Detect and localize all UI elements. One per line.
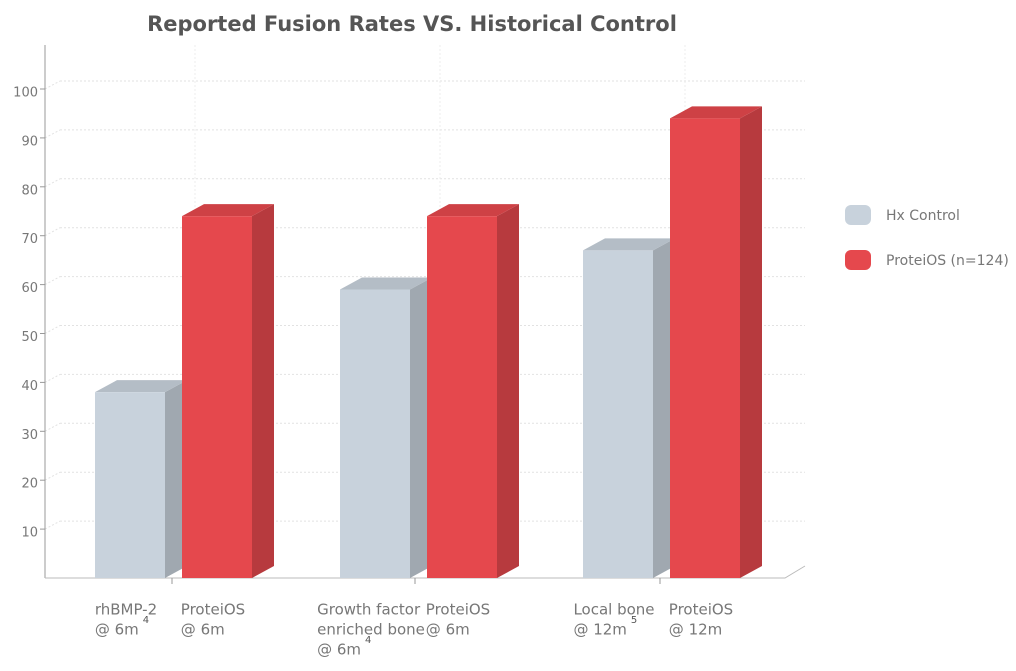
grid-line <box>44 227 61 237</box>
x-tick-label: @ 6m <box>317 641 361 659</box>
bar <box>670 118 740 578</box>
y-tick-label: 10 <box>21 526 38 541</box>
bar-top <box>182 204 274 217</box>
y-tick-label: 100 <box>13 86 38 101</box>
y-tick-label: 50 <box>21 330 38 345</box>
grid-line <box>44 471 61 481</box>
bar <box>182 216 252 578</box>
y-tick-label: 60 <box>21 281 38 296</box>
grid-line <box>44 276 61 286</box>
bar <box>427 216 497 578</box>
grid-line <box>44 325 61 334</box>
x-tick-label: ProteiOS <box>669 601 733 619</box>
x-tick-label: ProteiOS <box>426 601 490 619</box>
x-tick-label: @ 12m <box>669 621 722 639</box>
x-tick-label: Growth factor <box>317 601 421 619</box>
y-tick-label: 90 <box>21 134 38 149</box>
legend-label: Hx Control <box>886 208 960 224</box>
y-tick-label: 20 <box>21 477 38 492</box>
grid-line <box>44 520 61 530</box>
x-tick-label: @ 6m <box>181 621 225 639</box>
x-tick-note: 4 <box>143 615 149 626</box>
y-tick-label: 70 <box>21 232 38 247</box>
floor <box>45 565 806 579</box>
bar-top <box>583 238 675 251</box>
bar-side <box>653 238 675 578</box>
grid-line <box>44 129 61 139</box>
x-tick-label: @ 6m <box>426 621 470 639</box>
grid-line <box>44 373 61 383</box>
bar-side <box>740 106 762 578</box>
y-tick-label: 40 <box>21 379 38 394</box>
bar-top <box>670 106 762 119</box>
bar-side <box>252 204 274 578</box>
bar <box>95 392 165 578</box>
bar-side <box>165 380 187 578</box>
legend-label: ProteiOS (n=124) <box>886 253 1009 269</box>
x-tick-label: @ 12m <box>573 621 626 639</box>
grid-line <box>44 178 61 188</box>
x-tick-note: 5 <box>631 615 637 626</box>
y-tick-label: 80 <box>21 183 38 198</box>
x-tick-label: enriched bone <box>317 621 425 639</box>
legend-swatch <box>845 250 871 270</box>
bar <box>340 289 410 578</box>
bar-top <box>340 277 432 290</box>
legend-swatch <box>845 205 871 225</box>
x-tick-label: @ 6m <box>95 621 139 639</box>
grid-line <box>44 422 61 432</box>
grid-line <box>44 80 61 90</box>
x-tick-label: ProteiOS <box>181 601 245 619</box>
x-tick-label: Local bone <box>573 601 654 619</box>
bar-side <box>410 277 432 578</box>
y-tick-label: 30 <box>21 428 38 443</box>
bar <box>583 250 653 578</box>
x-tick-label: rhBMP-2 <box>95 601 157 619</box>
bar-top <box>427 204 519 217</box>
bar-top <box>95 380 187 393</box>
x-tick-note: 4 <box>365 635 371 646</box>
chart-title: Reported Fusion Rates VS. Historical Con… <box>147 12 677 36</box>
bar-side <box>497 204 519 578</box>
